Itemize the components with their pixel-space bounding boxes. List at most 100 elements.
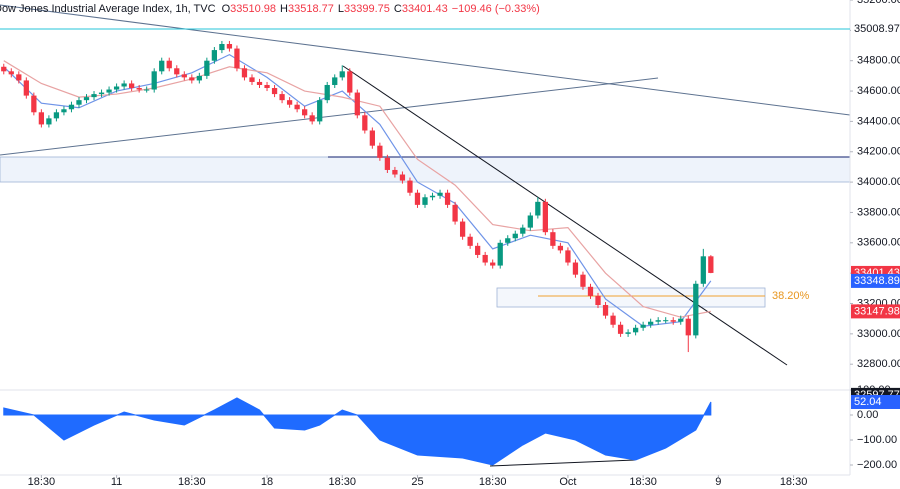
candle-body (475, 245, 481, 255)
candle-body (83, 97, 90, 101)
candle-body (211, 50, 218, 61)
trend-line (0, 77, 659, 156)
candle-body (1, 66, 7, 72)
x-tick-label: 18:30 (28, 476, 56, 488)
candle-body (602, 305, 609, 316)
candle-body (181, 74, 187, 78)
candle-body (437, 192, 443, 196)
candle-body (625, 332, 631, 334)
candle-body (53, 112, 60, 119)
price-label: 33147.98 (854, 305, 900, 317)
x-tick-label: 18:30 (629, 476, 657, 488)
candle-body (151, 71, 157, 90)
candle-body (241, 68, 248, 78)
candle-body (429, 195, 436, 198)
oscillator-area (3, 397, 712, 466)
candle-body (648, 321, 654, 325)
price-label: 33348.89 (854, 275, 900, 287)
candle-body (226, 44, 233, 49)
candle-body (693, 283, 699, 336)
candle-body (309, 115, 315, 122)
candle-body (452, 204, 458, 222)
candle-body (384, 157, 391, 170)
y-tick-label: 34400.00 (857, 115, 900, 127)
candle-body (399, 174, 406, 181)
candle-body (422, 197, 428, 205)
fib-zone (496, 287, 766, 308)
candle-body (542, 201, 548, 233)
candle-body (587, 286, 594, 296)
candle-body (159, 60, 165, 72)
candle-body (617, 324, 624, 334)
change: −109.46 (−0.33%) (452, 3, 540, 15)
candle-body (407, 180, 413, 193)
y-tick-label: 35200.00 (857, 0, 900, 6)
trend-line (0, 4, 851, 116)
candle-body (362, 115, 368, 131)
candle-body (196, 75, 202, 81)
candle-body (482, 254, 488, 263)
ohlc-value: 33401.43 (402, 3, 448, 15)
y-tick-label: 33600.00 (857, 237, 900, 249)
candle-body (23, 80, 29, 96)
candle-body (264, 84, 270, 89)
price-label-bg (851, 304, 900, 319)
ohlc-key: O (222, 3, 231, 15)
candle-body (113, 86, 120, 90)
y-tick-label: 32800.00 (857, 358, 900, 370)
y-tick-label: −200.00 (857, 459, 897, 471)
candle-body (580, 274, 586, 287)
y-tick-label: 33000.00 (857, 328, 900, 340)
candle-body (392, 169, 398, 175)
candle-body (505, 238, 511, 243)
y-tick-label: −100.00 (857, 434, 897, 446)
candle-body (106, 89, 112, 93)
candle-body (16, 74, 22, 81)
candle-body (557, 245, 564, 251)
candle-body (527, 215, 533, 228)
candle-body (610, 315, 616, 325)
ohlc-key: C (394, 3, 402, 15)
candle-body (324, 84, 330, 101)
candle-body (234, 48, 240, 69)
candle-body (317, 100, 323, 122)
candle-body (174, 68, 180, 75)
candle-body (708, 256, 714, 273)
candle-body (444, 192, 451, 205)
candle-body (354, 92, 360, 116)
candle-body (520, 227, 526, 234)
candle-body (219, 44, 225, 51)
x-tick-label: 18 (261, 476, 273, 488)
candle-body (129, 83, 135, 89)
x-tick-label: 11 (111, 476, 122, 488)
candle-body (256, 81, 263, 85)
candle-body (136, 88, 142, 90)
x-tick-label: 18:30 (479, 476, 507, 488)
candle-body (249, 77, 255, 82)
price-label-bg (851, 21, 900, 36)
candle-body (497, 242, 503, 266)
y-tick-label: 0.00 (857, 409, 878, 421)
divergence-line (489, 459, 636, 467)
candle-body (61, 109, 67, 113)
ohlc-key: L (338, 3, 344, 15)
x-tick-label: 25 (411, 476, 423, 488)
x-tick-label: Oct (559, 476, 576, 488)
candle-body (166, 60, 172, 69)
candle-body (565, 250, 571, 263)
candle-body (68, 104, 75, 110)
y-tick-label: 33800.00 (857, 206, 900, 218)
candle-body (46, 118, 52, 125)
candle-body (670, 320, 676, 322)
candle-body (459, 221, 466, 237)
x-tick-label: 18:30 (328, 476, 356, 488)
moving-average (3, 60, 711, 318)
ohlc-value: 33518.77 (288, 3, 334, 15)
candle-body (8, 71, 14, 75)
candle-body (490, 262, 496, 266)
y-tick-label: 34000.00 (857, 176, 900, 188)
ohlc-value: 33510.98 (230, 3, 276, 15)
candle-body (332, 77, 338, 85)
candle-body (121, 83, 127, 87)
